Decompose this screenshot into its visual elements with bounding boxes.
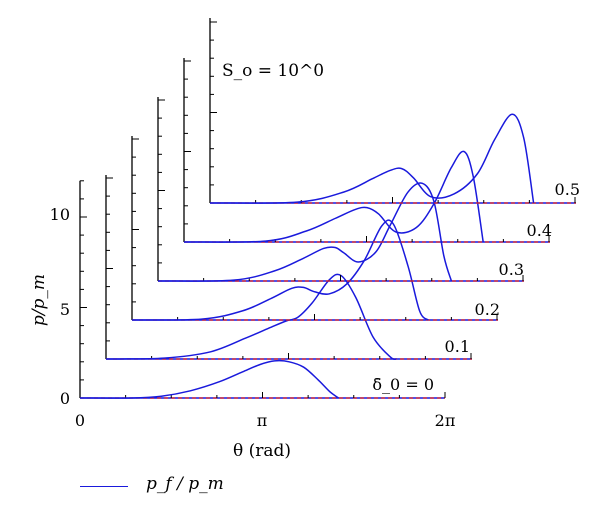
x-axis-title: θ (rad) <box>233 441 291 461</box>
plane-0 <box>79 180 446 399</box>
y-tick-label-5: 5 <box>60 300 70 319</box>
x-tick-label-2pi: 2π <box>435 411 456 430</box>
y-tick-label-10: 10 <box>50 205 70 224</box>
y-tick-label-0: 0 <box>60 389 70 408</box>
depth-label-5: 0.5 <box>555 180 580 199</box>
legend-swatch <box>80 486 128 487</box>
depth-label-3: 0.3 <box>499 260 524 279</box>
depth-label-4: 0.4 <box>527 221 552 240</box>
x-tick-label-0: 0 <box>75 411 85 430</box>
series-curve-0 <box>79 359 339 399</box>
plane-5 <box>209 18 576 204</box>
plane-3 <box>157 97 524 282</box>
legend: p_f / p_m <box>80 470 280 500</box>
series-curve-3 <box>157 182 453 282</box>
legend-label: p_f / p_m <box>146 474 224 494</box>
series-curve-2 <box>131 219 429 321</box>
series-curve-5 <box>209 113 535 204</box>
plane-1 <box>105 175 472 361</box>
depth-label-1: 0.1 <box>445 337 470 356</box>
depth-label-2: 0.2 <box>475 300 500 319</box>
series-curve-1 <box>105 273 397 361</box>
depth-label-0: δ̄_0 = 0 <box>372 375 434 394</box>
plane-4 <box>183 58 550 243</box>
series-curve-4 <box>183 150 484 243</box>
plane-2 <box>131 136 498 321</box>
y-axis-title: p/p_m <box>29 274 49 326</box>
so-annotation: S_o = 10^0 <box>222 61 324 81</box>
x-tick-label-pi: π <box>257 411 268 430</box>
depth-planes <box>79 18 576 399</box>
